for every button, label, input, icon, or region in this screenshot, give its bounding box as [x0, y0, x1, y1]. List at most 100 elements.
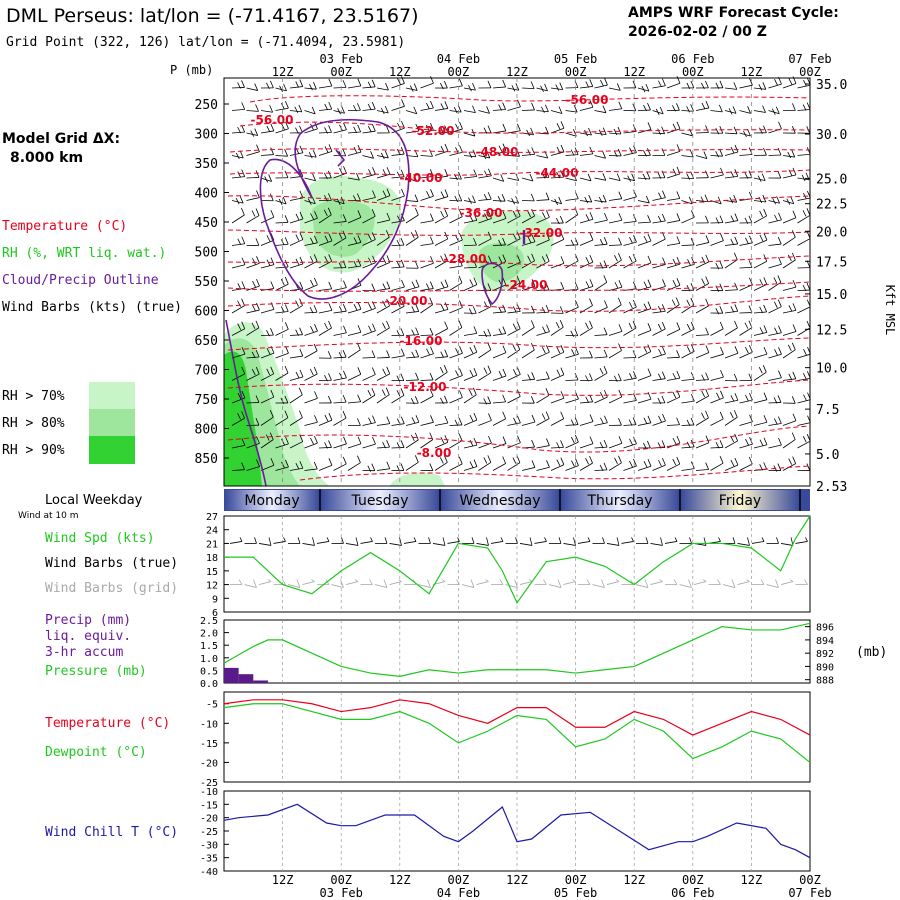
wind-barb	[376, 394, 390, 404]
y_ticks-tick-label: -10	[200, 787, 218, 798]
wind-barb	[753, 261, 767, 269]
wind-barb	[478, 198, 492, 201]
height-tick-label: 22.5	[816, 198, 847, 213]
wind-barb-flag	[414, 455, 419, 463]
wind-barb-flag	[324, 172, 328, 180]
wind-barb	[434, 371, 448, 381]
wind-barb-flag	[299, 327, 303, 335]
wind-barb-flag	[599, 367, 604, 375]
wind-barb	[782, 83, 797, 89]
wind-barb	[782, 155, 795, 158]
wind-barb	[289, 417, 303, 426]
wind-barb	[652, 85, 666, 89]
wind-barb	[507, 374, 521, 381]
wind-barb	[492, 109, 506, 111]
wind-barb-flag	[645, 83, 650, 92]
wind-barb-flag	[498, 306, 503, 313]
wind-barb-flag	[773, 301, 778, 308]
bottom-time-label: 00Z	[330, 873, 352, 887]
wind-barb	[637, 375, 652, 381]
weekday-cell	[681, 490, 799, 510]
wind-barb-flag	[371, 463, 376, 471]
wind-barb-flag	[255, 208, 260, 216]
wind-barb	[391, 423, 405, 426]
pressure-tick-label: 450	[195, 216, 218, 231]
wind-barb	[797, 306, 811, 314]
wind-barb	[333, 172, 347, 179]
grid-wind-barb-flag	[746, 579, 750, 582]
wind-barb-flag	[284, 304, 289, 312]
wind-barb-flag	[502, 237, 506, 246]
wind-barb	[304, 330, 318, 336]
wind-barb-flag	[618, 436, 623, 444]
wind-barb	[623, 131, 637, 134]
wind-barb	[521, 87, 535, 90]
wind-barb-flag	[516, 304, 521, 312]
wind-barb	[797, 109, 811, 111]
wind-barb-flag	[545, 371, 550, 379]
wind-barb	[753, 284, 767, 291]
wind-barb-flag	[629, 236, 633, 244]
wind-barb-flag	[672, 437, 677, 445]
wind-barb-flag	[745, 394, 749, 402]
height-tick-label: 17.5	[816, 255, 847, 270]
y_ticks-tick-label: 18	[206, 553, 218, 564]
wind-barb-flag	[396, 390, 401, 397]
wind-barb	[231, 373, 245, 381]
wind-barb-flag	[269, 410, 274, 418]
wind-barb	[594, 422, 608, 426]
true-wind-barb-flag	[326, 537, 330, 542]
wind-barb-flag	[512, 211, 517, 218]
wind-barb-flag	[778, 325, 782, 333]
wind-barb-flag	[774, 327, 778, 334]
wind-barb-flag	[633, 234, 637, 243]
wind-barb	[768, 219, 782, 224]
wind-barb-flag	[299, 461, 304, 469]
wind-barb-flag	[775, 106, 780, 114]
wind-barb-flag	[560, 411, 565, 419]
wind-barb-flag	[237, 413, 241, 420]
wind-barb-flag	[647, 459, 652, 467]
wind-barb	[710, 328, 724, 336]
grid-wind-barb-flag	[775, 579, 779, 588]
wind-barb-flag	[762, 105, 766, 113]
wind-barb	[463, 176, 477, 179]
wind-barb-flag	[686, 299, 691, 307]
wind-barb	[246, 309, 260, 314]
wind-barb	[434, 238, 448, 246]
wind-barb-flag	[371, 283, 376, 291]
wind-barb-flag	[730, 306, 735, 313]
wind-barb-flag	[444, 279, 449, 287]
weekday-label: Wednesday	[459, 493, 540, 509]
wind-barb	[710, 462, 724, 471]
wind-barb-flag	[285, 436, 289, 445]
grid-wind-barb	[374, 584, 388, 588]
wind-barb-flag	[632, 299, 637, 308]
wind-barb	[768, 282, 782, 291]
wind-barb	[420, 82, 434, 89]
cloud-outlines	[225, 119, 526, 487]
wind-barb-flag	[705, 170, 709, 178]
wind-barb-flag	[589, 212, 594, 220]
wind-barb-flag	[676, 236, 681, 244]
wind-barb-flag	[662, 190, 666, 198]
wind-barb-flag	[338, 232, 343, 240]
wind-barb-flag	[371, 387, 376, 396]
wind-barb-flag	[531, 460, 536, 468]
wind-barb-flag	[372, 167, 376, 175]
wind-barb-flag	[254, 83, 259, 91]
wind-barb-flag	[473, 437, 478, 446]
wind-barb-flag	[353, 105, 357, 112]
wind-barb	[768, 402, 782, 404]
wind-barb	[246, 285, 260, 291]
wind-barb-flag	[439, 457, 444, 464]
top-date-label: 06 Feb	[671, 52, 714, 66]
wind-barb	[333, 86, 347, 89]
wind-barb-flag	[459, 145, 463, 153]
wind-barb-flag	[299, 281, 304, 289]
wind-barb-flag	[396, 239, 401, 247]
wind-barb	[739, 443, 753, 449]
wind-barb	[507, 155, 520, 157]
wind-barb	[797, 422, 811, 426]
temperature-contours	[227, 95, 811, 481]
